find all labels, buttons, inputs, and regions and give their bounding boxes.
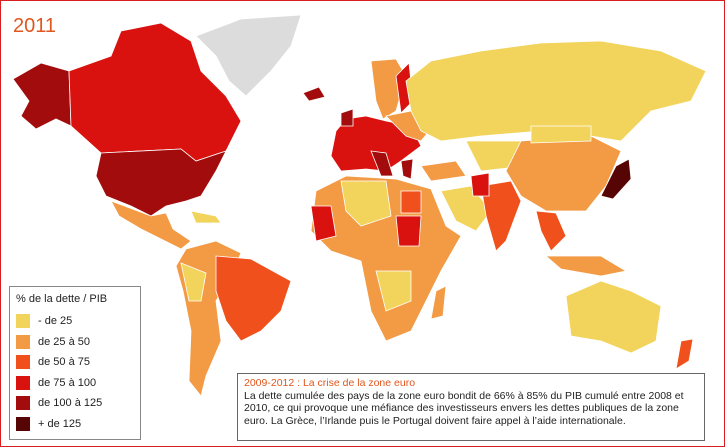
legend-item: + de 125 <box>16 414 134 435</box>
region <box>470 172 490 197</box>
legend-item: de 25 à 50 <box>16 332 134 353</box>
region <box>480 180 522 252</box>
region <box>385 110 432 142</box>
region <box>110 200 192 250</box>
legend-label: + de 125 <box>38 417 82 430</box>
region <box>600 158 632 200</box>
region <box>400 190 422 214</box>
legend-swatch <box>16 314 30 329</box>
region <box>370 150 394 177</box>
region <box>505 135 622 212</box>
legend-label: - de 25 <box>38 315 73 328</box>
legend-swatch <box>16 396 30 411</box>
region <box>675 338 694 370</box>
legend-swatch <box>16 375 30 390</box>
legend-item: de 75 à 100 <box>16 373 134 394</box>
region <box>420 160 467 182</box>
legend-label: de 50 à 75 <box>38 356 90 369</box>
region <box>310 175 462 342</box>
legend-label: de 75 à 100 <box>38 376 97 389</box>
region <box>215 255 292 342</box>
region <box>190 210 222 224</box>
legend-item: de 100 à 125 <box>16 393 134 414</box>
region <box>330 115 422 172</box>
region <box>310 205 337 242</box>
legend-item: de 50 à 75 <box>16 352 134 373</box>
region <box>530 125 592 144</box>
region <box>395 215 422 247</box>
region <box>180 262 207 302</box>
info-text: La dette cumulée des pays de la zone eur… <box>244 389 684 427</box>
region <box>340 180 392 227</box>
legend-title: % de la dette / PIB <box>16 293 108 305</box>
region <box>370 58 407 120</box>
legend-swatch <box>16 334 30 349</box>
legend-label: de 100 à 125 <box>38 397 103 410</box>
region <box>195 14 302 97</box>
region <box>95 148 227 217</box>
legend: % de la dette / PIB - de 25 de 25 à 50 de … <box>9 286 141 440</box>
region <box>430 285 447 320</box>
legend-items: - de 25 de 25 à 50 de 50 à 75 de 75 à 100 de… <box>16 311 134 434</box>
legend-item: - de 25 <box>16 311 134 332</box>
region <box>12 62 72 130</box>
legend-swatch <box>16 416 30 431</box>
region <box>544 255 628 277</box>
region <box>340 108 354 127</box>
legend-swatch <box>16 355 30 370</box>
region <box>405 40 707 142</box>
region <box>400 158 414 180</box>
map-title: 2011 <box>13 15 57 37</box>
legend-label: de 25 à 50 <box>38 335 90 348</box>
info-title: 2009-2012 : La crise de la zone euro <box>244 377 416 389</box>
region <box>440 185 492 232</box>
info-box: 2009-2012 : La crise de la zone euro La … <box>237 373 705 441</box>
region <box>375 270 412 312</box>
region <box>565 280 662 354</box>
region <box>302 86 326 102</box>
region <box>535 210 567 252</box>
